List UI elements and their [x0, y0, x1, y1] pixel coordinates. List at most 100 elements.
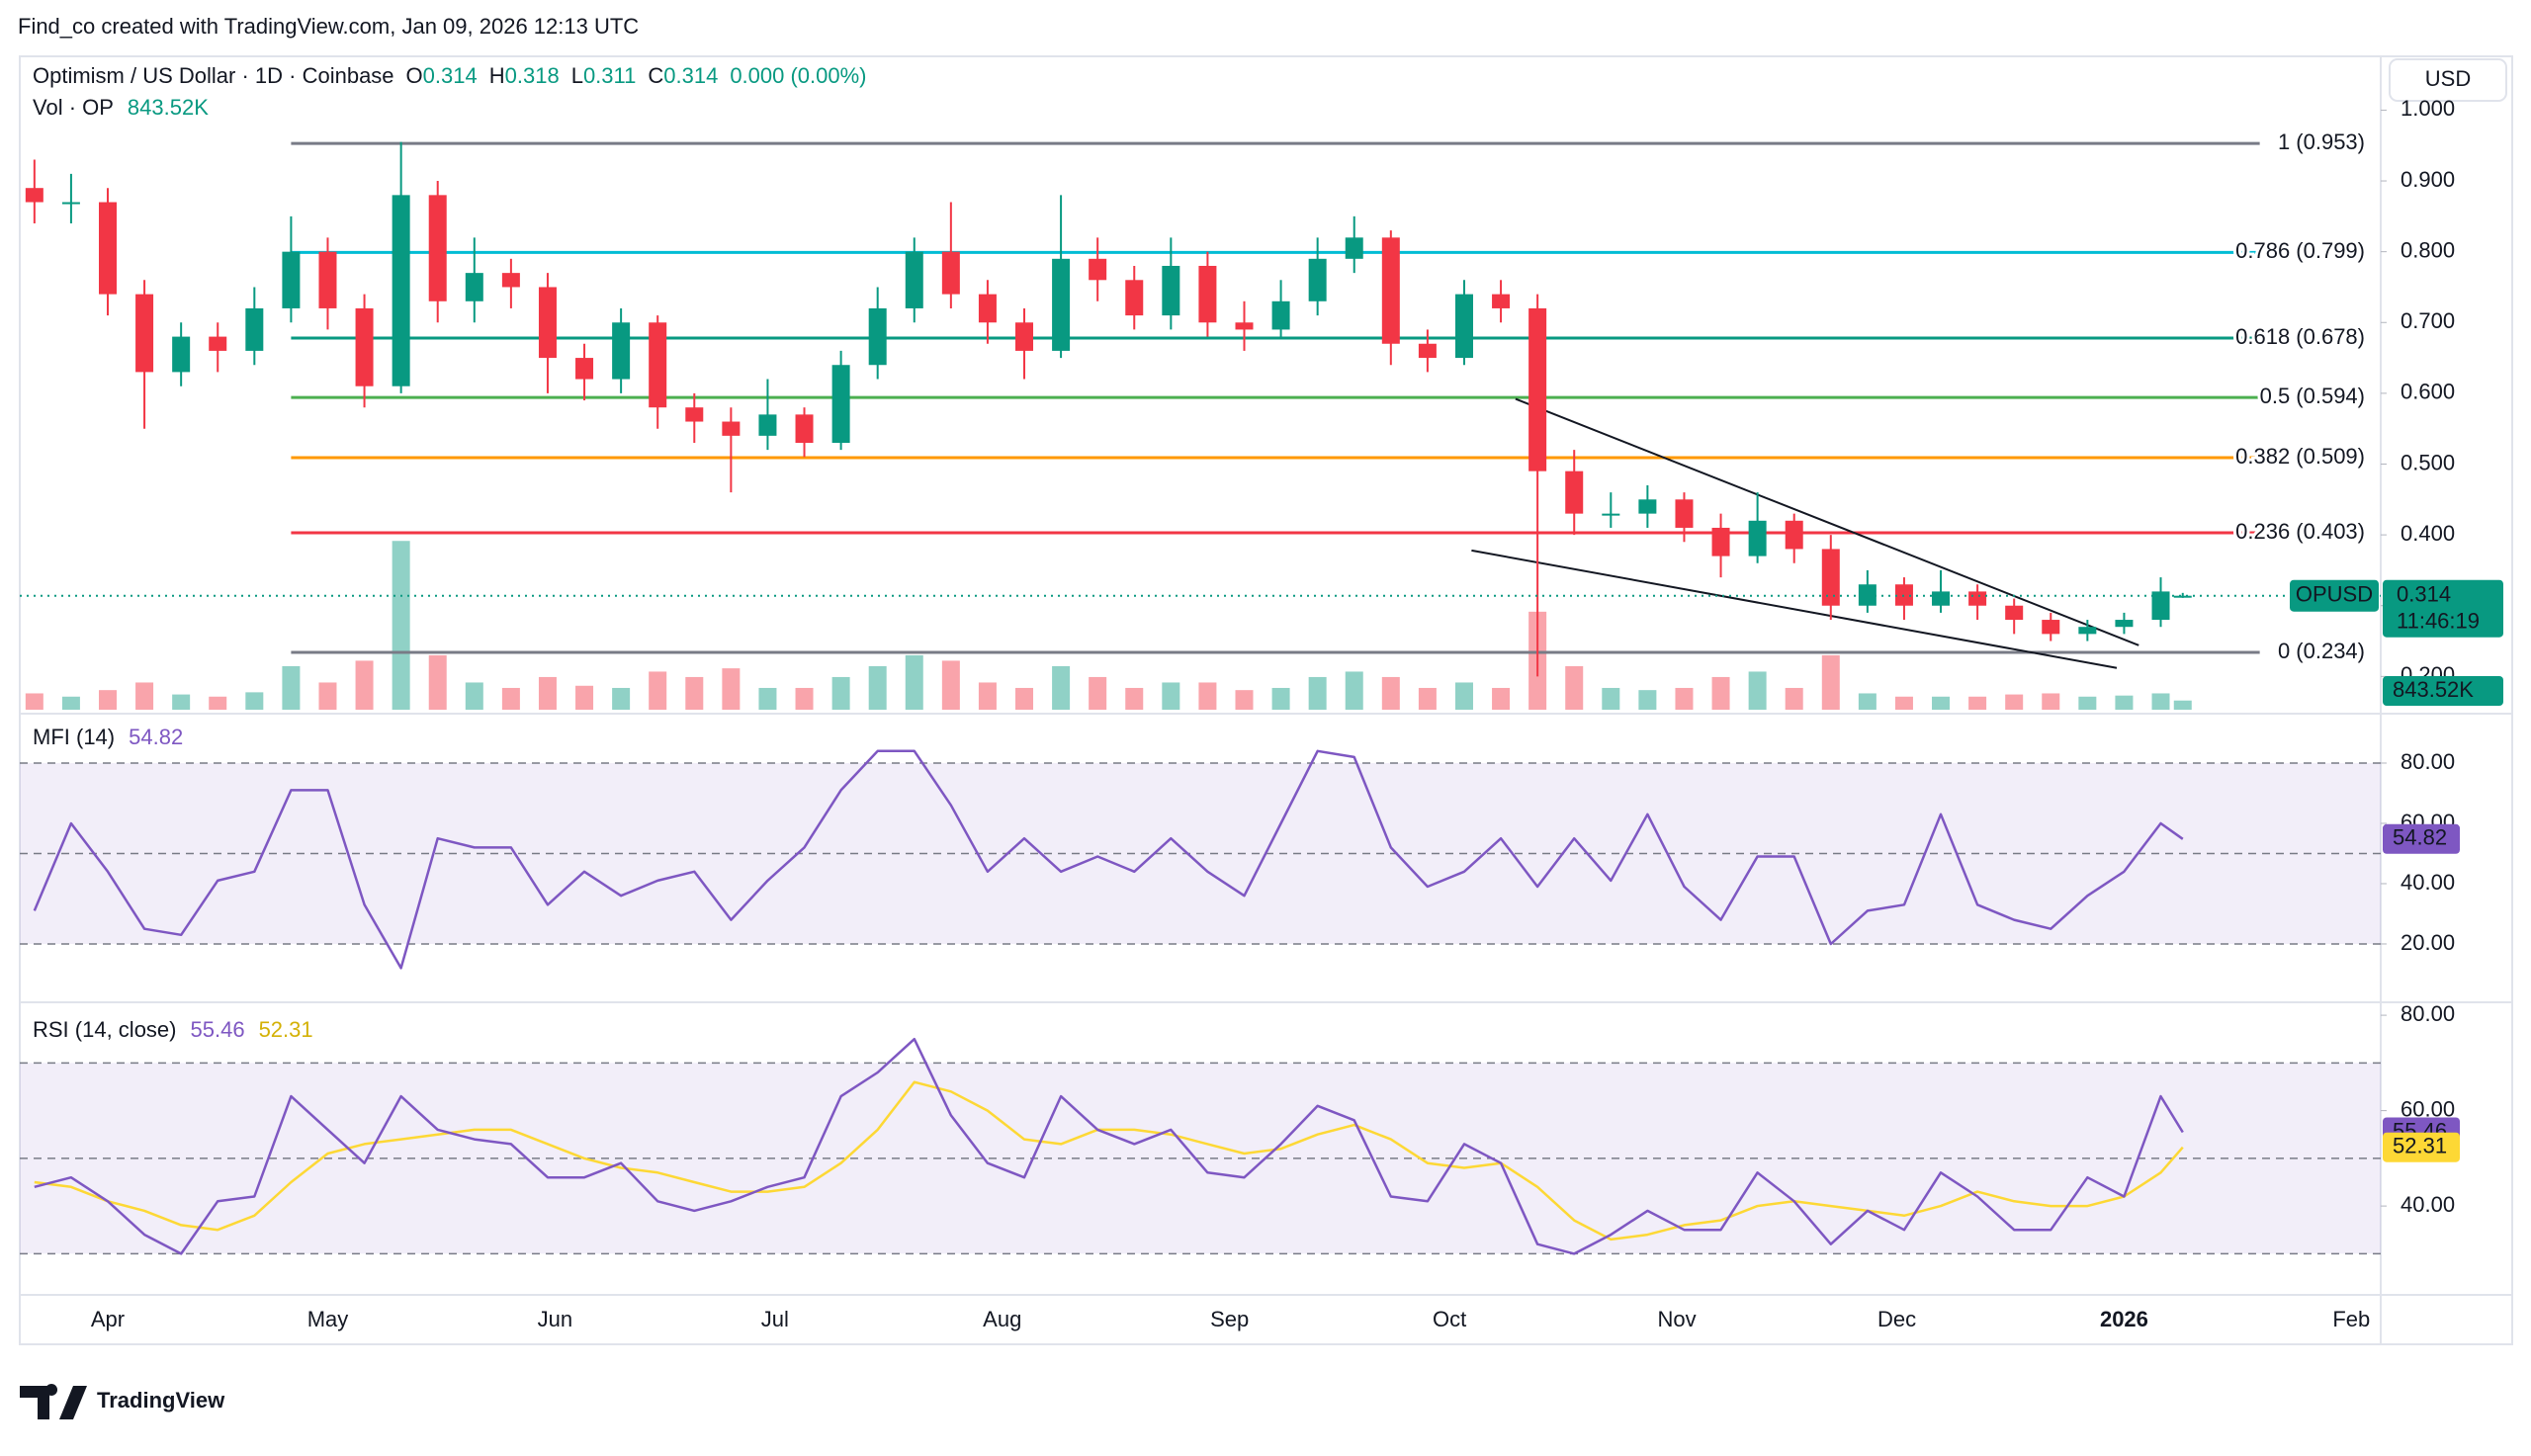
volume-bar	[978, 682, 997, 710]
credit: Find_co created with TradingView.com, Ja…	[18, 14, 639, 39]
fib-label: 0 (0.234)	[2278, 639, 2365, 663]
volume-bar	[245, 692, 264, 710]
volume-bar	[2115, 695, 2134, 710]
volume-bar	[355, 660, 374, 710]
volume-bar	[685, 676, 704, 710]
candle-body	[758, 414, 777, 436]
indicator-line	[34, 1037, 2184, 1255]
candle-body	[2173, 595, 2192, 598]
volume-bar	[61, 696, 80, 710]
value-tag: 54.82	[2393, 825, 2447, 850]
value-tag: 52.31	[2393, 1134, 2447, 1158]
y-tick-label: 1.000	[2400, 96, 2455, 121]
y-tick-label: 0.400	[2400, 521, 2455, 546]
volume-bar	[98, 690, 117, 710]
c-value: 0.314	[663, 63, 718, 88]
candle-body	[1015, 322, 1034, 351]
volume-bar	[2005, 694, 2024, 710]
o-value: 0.314	[423, 63, 478, 88]
candle-body	[795, 414, 814, 444]
volume-bar	[1858, 693, 1876, 710]
symbol-tag-box	[2290, 579, 2379, 612]
candle-body	[25, 188, 44, 203]
l-label: L	[571, 63, 583, 88]
volume-bar	[868, 665, 887, 710]
fib-label: 0.382 (0.509)	[2235, 444, 2365, 469]
value-tag-box	[2383, 1132, 2460, 1162]
volume-bar	[1235, 690, 1254, 710]
y-tick-label: 40.00	[2400, 1192, 2455, 1217]
candle-body	[1198, 265, 1217, 323]
volume-bar	[501, 687, 520, 710]
volume-bar	[1052, 665, 1071, 710]
mfi-title: MFI (14)	[33, 725, 115, 749]
x-tick-label: Aug	[983, 1307, 1021, 1331]
volume-bar	[758, 687, 777, 710]
price-tag-box	[2383, 579, 2503, 638]
volume-bar	[1271, 687, 1290, 710]
fib-label: 0.5 (0.594)	[2260, 384, 2365, 408]
candle-body	[1821, 549, 1840, 606]
candle-body	[318, 251, 337, 308]
volume-bar	[1125, 687, 1144, 710]
candle-body	[392, 195, 410, 386]
candle-body	[612, 322, 631, 380]
candle-body	[649, 322, 667, 408]
logo-mark	[20, 1384, 87, 1419]
volume-bar	[1308, 676, 1327, 710]
volume-tag-box	[2383, 676, 2503, 706]
volume-bar	[428, 654, 447, 710]
x-tick-label: Oct	[1433, 1307, 1466, 1331]
candle-body	[538, 287, 557, 359]
candle-body	[905, 251, 923, 308]
candle-body	[355, 307, 374, 386]
volume-bar	[2078, 696, 2097, 710]
volume-value: 843.52K	[128, 95, 209, 120]
volume-bar	[172, 694, 191, 710]
candle-body	[428, 195, 447, 301]
candle-body	[1711, 527, 1730, 557]
candle-body	[1528, 307, 1547, 471]
volume-legend: Vol · OP 843.52K	[33, 95, 209, 120]
x-tick-label: Dec	[1877, 1307, 1916, 1331]
volume-bar	[722, 668, 741, 710]
countdown: 11:46:19	[2397, 609, 2480, 634]
rsi-legend: RSI (14, close) 55.46 52.31	[33, 1017, 313, 1042]
candle-body	[1602, 513, 1620, 516]
volume-bar	[209, 696, 227, 710]
volume-bar	[795, 687, 814, 710]
currency[interactable]: USD	[2425, 66, 2471, 91]
fib-label: 1 (0.953)	[2278, 129, 2365, 154]
volume-title: Vol · OP	[33, 95, 114, 120]
volume-bar	[1785, 687, 1803, 710]
x-tick-label: 2026	[2100, 1307, 2148, 1331]
trend-line	[1471, 549, 2118, 669]
volume-bar	[1602, 687, 1620, 710]
candle-body	[2151, 591, 2170, 621]
candle-body	[1125, 280, 1144, 316]
x-tick-label: Feb	[2332, 1307, 2370, 1331]
volume-bar	[1492, 687, 1511, 710]
value-tag-box	[2383, 823, 2460, 854]
volume-tag: 843.52K	[2393, 677, 2474, 702]
brand: TradingView	[97, 1388, 225, 1413]
candle-body	[2078, 627, 2097, 635]
volume-bar	[1418, 687, 1437, 710]
candle-body	[2115, 620, 2134, 628]
candle-body	[1638, 499, 1657, 514]
chart-frame	[19, 55, 2513, 1345]
candle-body	[1271, 300, 1290, 330]
x-tick-label: Jun	[538, 1307, 572, 1331]
candle-body	[1968, 591, 1987, 606]
candle-body	[245, 307, 264, 351]
volume-bar	[941, 660, 960, 710]
candle-body	[501, 273, 520, 288]
x-tick-label: Sep	[1210, 1307, 1249, 1331]
volume-bar	[538, 676, 557, 710]
trend-line	[1515, 397, 2139, 646]
candle-body	[1565, 471, 1584, 514]
y-tick-label: 0.600	[2400, 380, 2455, 404]
currency-button[interactable]	[2389, 58, 2507, 102]
volume-bar	[2151, 693, 2170, 710]
